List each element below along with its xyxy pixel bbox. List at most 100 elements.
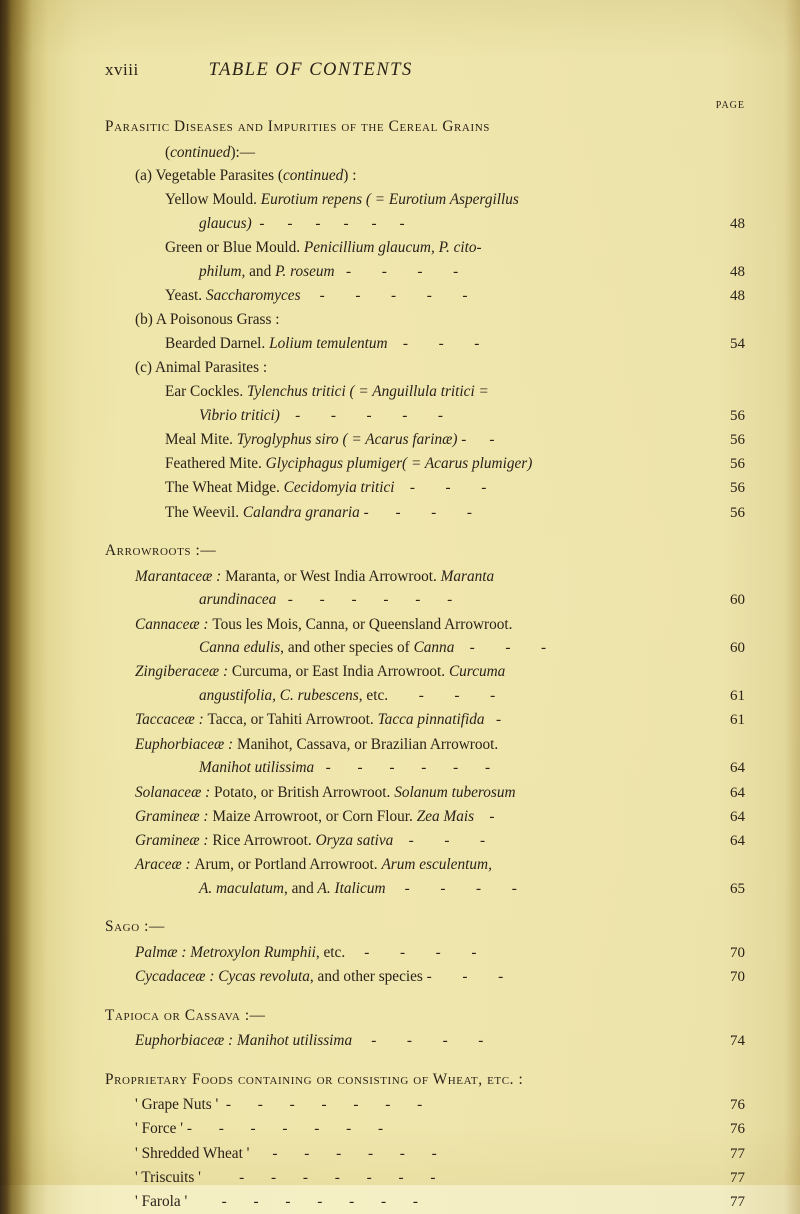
green-mould-italic2b: P. roseum (275, 263, 335, 280)
green-mould-line1: Green or Blue Mould. Penicillium glaucum… (105, 236, 745, 260)
euph-desc: Manihot, Cassava, or Brazilian Arrowroot… (237, 736, 498, 753)
gram2-family: Gramineæ : (135, 832, 212, 849)
section-parasitic: Parasitic Diseases and Impurities of the… (105, 115, 745, 525)
meal-page: 56 (711, 429, 745, 452)
sago-heading: Sago :— (105, 915, 745, 939)
wheat-midge-line: The Wheat Midge. Cecidomyia tritici - - … (105, 476, 745, 500)
canna-family: Cannaceæ : (135, 616, 212, 633)
leaders: - - - (388, 684, 711, 708)
canna-page: 60 (711, 637, 745, 660)
leaders: - - - - - - - (187, 1190, 711, 1214)
green-mould-line2: philum, and P. roseum - - - - 48 (105, 260, 745, 284)
page-column-label: PAGE (716, 100, 745, 111)
shredded-wheat-line: ' Shredded Wheat ' - - - - - - 77 (105, 1142, 745, 1166)
grape-text: ' Grape Nuts ' (135, 1093, 218, 1117)
euph-species: Manihot utilissima (199, 756, 314, 780)
ear-cockles-line2: Vibrio tritici) - - - - - 56 (105, 404, 745, 428)
canna-species1: Canna edulis (199, 639, 280, 656)
solan-family: Solanaceæ : (135, 784, 214, 801)
darnel-line: Bearded Darnel. Lolium temulentum - - - … (105, 332, 745, 356)
maranta-desc: Maranta, or West India Arrowroot. (225, 568, 441, 585)
ear-line2-text: Vibrio tritici) (199, 404, 280, 428)
grape-page: 76 (711, 1094, 745, 1117)
zing-genus: Curcuma (449, 663, 505, 680)
grape-nuts-line: ' Grape Nuts ' - - - - - - - 76 (105, 1093, 745, 1117)
leaders: - - - (395, 476, 711, 500)
maranta-genus: Maranta (441, 568, 495, 585)
triscuits-text: ' Triscuits ' (135, 1166, 201, 1190)
darnel-page: 54 (711, 333, 745, 356)
cyc-page: 70 (711, 966, 745, 989)
palm-etc: , etc. (316, 944, 345, 961)
green-mould-text: Green or Blue Mould. (165, 239, 304, 256)
yellow-mould-line2: glaucus) - - - - - - 48 (105, 212, 745, 236)
section-tapioca: Tapioca or Cassava :— Euphorbiaceæ : Man… (105, 1004, 745, 1054)
ear-cockles-line1: Ear Cockles. Tylenchus tritici ( = Angui… (105, 380, 745, 404)
weevil-italic: Calandra granaria - (243, 504, 369, 521)
gramineae-rice-line: Gramineæ : Rice Arrowroot. Oryza sativa … (105, 829, 745, 853)
weevil-line: The Weevil. Calandra granaria - - - - 56 (105, 501, 745, 525)
cyc-italic: Cycadaceæ : Cycas revoluta (135, 968, 310, 985)
leaders: - - - - - - (252, 212, 711, 236)
parasitic-c-label: (c) Animal Parasites : (135, 356, 267, 380)
leaders: - - - - - - (314, 756, 711, 780)
section-proprietary: Proprietary Foods containing or consisti… (105, 1068, 745, 1214)
cyc-text: , and other species - (310, 968, 432, 985)
feathered-mite-line: Feathered Mite. Glyciphagus plumiger( = … (105, 452, 745, 476)
running-head: xviii TABLE OF CONTENTS (105, 60, 745, 81)
tapioca-heading: Tapioca or Cassava :— (105, 1004, 745, 1028)
zing-etc: , etc. (359, 687, 388, 704)
leaders: - - - - - (280, 404, 711, 428)
parasitic-continued: (continued):— (105, 141, 745, 165)
leaders: - - - - - - - (218, 1093, 711, 1117)
darnel-text: Bearded Darnel. (165, 335, 269, 352)
green-mould-italic2a: philum, (199, 263, 249, 280)
green-mould-page: 48 (711, 261, 745, 284)
midge-italic: Cecidomyia tritici (284, 479, 395, 496)
tapioca-heading-text: Tapioca or Cassava :— (105, 1004, 266, 1028)
arac-desc: Arum, or Portland Arrowroot. (194, 856, 381, 873)
yellow-mould-page: 48 (711, 213, 745, 236)
parasitic-b: (b) A Poisonous Grass : (105, 308, 745, 332)
leaders: - - - - - - (276, 588, 711, 612)
green-mould-italic: Penicillium glaucum, P. cito- (304, 239, 482, 256)
leaders: - - - - (386, 877, 711, 901)
farola-page: 77 (711, 1191, 745, 1214)
ear-page: 56 (711, 405, 745, 428)
solan-species: Solanum tuberosum (394, 784, 515, 801)
gramineae-maize-line: Gramineæ : Maize Arrowroot, or Corn Flou… (105, 805, 745, 829)
triscuits-page: 77 (711, 1167, 745, 1190)
feath-italic: Glyciphagus plumiger( = Acarus plumiger) (266, 455, 533, 472)
parasitic-a-label: (a) Vegetable Parasites (135, 167, 278, 184)
gram1-desc: Maize Arrowroot, or Corn Flour. (212, 808, 416, 825)
maranta-page: 60 (711, 589, 745, 612)
page: xviii TABLE OF CONTENTS PAGE Parasitic D… (0, 0, 800, 1185)
meal-italic: Tyroglyphus siro ( = Acarus farinæ) - (237, 431, 467, 448)
meal-mite-line: Meal Mite. Tyroglyphus siro ( = Acarus f… (105, 428, 745, 452)
zing-species: angustifolia, C. rubescens (199, 687, 359, 704)
arac-species3: A. Italicum (318, 880, 386, 897)
tapioca-euphorbiaceae-line: Euphorbiaceæ : Manihot utilissima - - - … (105, 1029, 745, 1053)
gram2-species: Oryza sativa (316, 832, 394, 849)
araceae-line1: Araceæ : Arum, or Portland Arrowroot. Ar… (105, 853, 745, 877)
tacca-species: Tacca pinnatifida (378, 711, 485, 728)
leaders: - (485, 708, 711, 732)
yellow-mould-line2-text: glaucus) (199, 212, 252, 236)
running-title: TABLE OF CONTENTS (209, 60, 413, 81)
leaders: - - (432, 965, 711, 989)
cannaceae-line2: Canna edulis, and other species of Canna… (105, 636, 745, 660)
gram1-family: Gramineæ : (135, 808, 212, 825)
marantaceae-line1: Marantaceæ : Maranta, or West India Arro… (105, 565, 745, 589)
leaders: - - - (393, 829, 711, 853)
araceae-line2: A. maculatum, and A. Italicum - - - - 65 (105, 877, 745, 901)
arrowroots-heading-text: Arrowroots :— (105, 539, 216, 563)
euph-page: 64 (711, 757, 745, 780)
yeast-page: 48 (711, 285, 745, 308)
tacca-page: 61 (711, 709, 745, 732)
leaders: - - - (369, 501, 711, 525)
maranta-species: arundinacea (199, 588, 276, 612)
leaders: - - - - (345, 941, 711, 965)
midge-page: 56 (711, 477, 745, 500)
canna-text: , and other species of (280, 639, 413, 656)
solan-desc: Potato, or British Arrowroot. (214, 784, 394, 801)
